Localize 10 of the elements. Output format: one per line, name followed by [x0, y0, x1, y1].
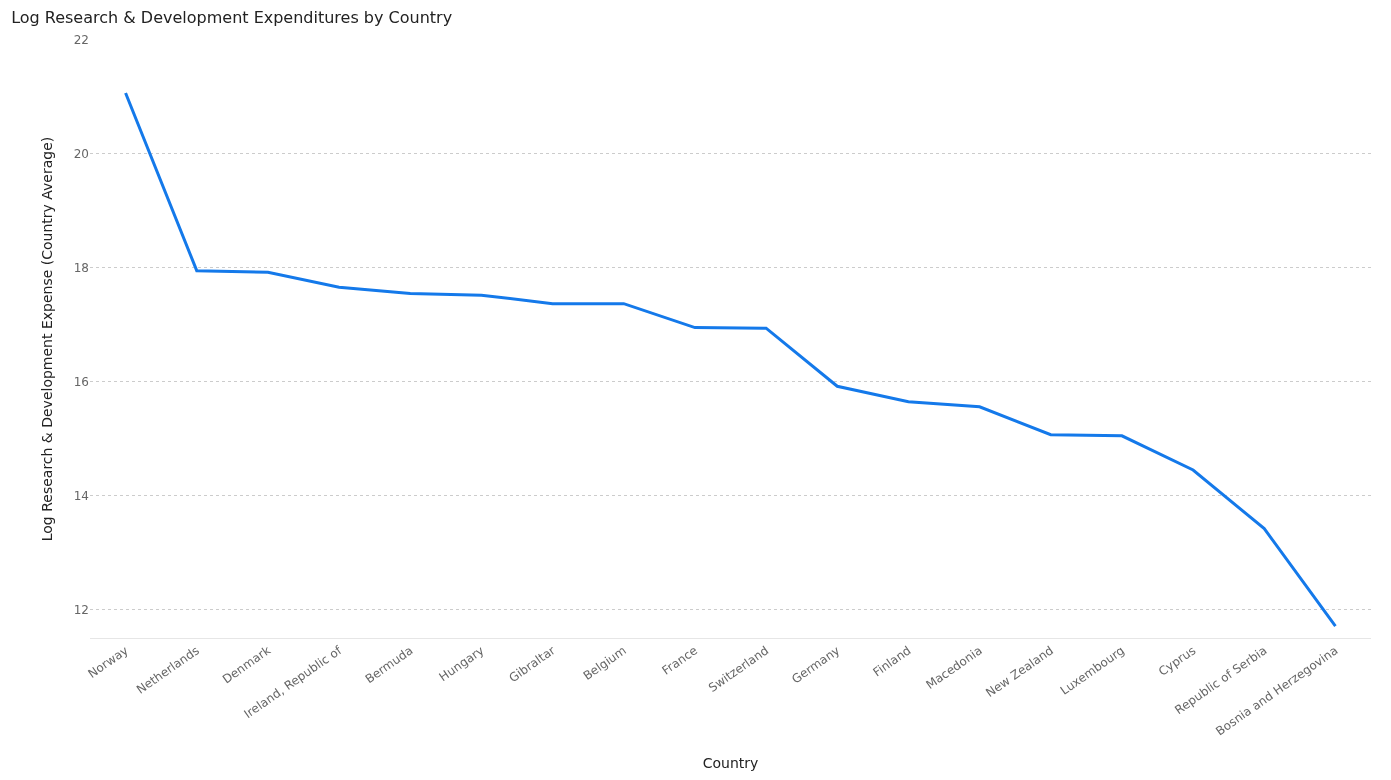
y-axis-title: Log Research & Development Expense (Country Average)	[39, 136, 55, 542]
y-tick-label: 14	[73, 488, 89, 503]
y-tick-label: 12	[73, 602, 89, 617]
chart-title: Log Research & Development Expenditures by Country	[11, 7, 453, 27]
y-tick-label: 18	[73, 261, 89, 276]
x-axis-title: Country	[702, 754, 759, 771]
y-tick-label: 22	[73, 33, 89, 48]
y-tick-label: 16	[73, 374, 89, 389]
y-tick-label: 20	[73, 147, 89, 162]
line-series	[124, 91, 1337, 628]
